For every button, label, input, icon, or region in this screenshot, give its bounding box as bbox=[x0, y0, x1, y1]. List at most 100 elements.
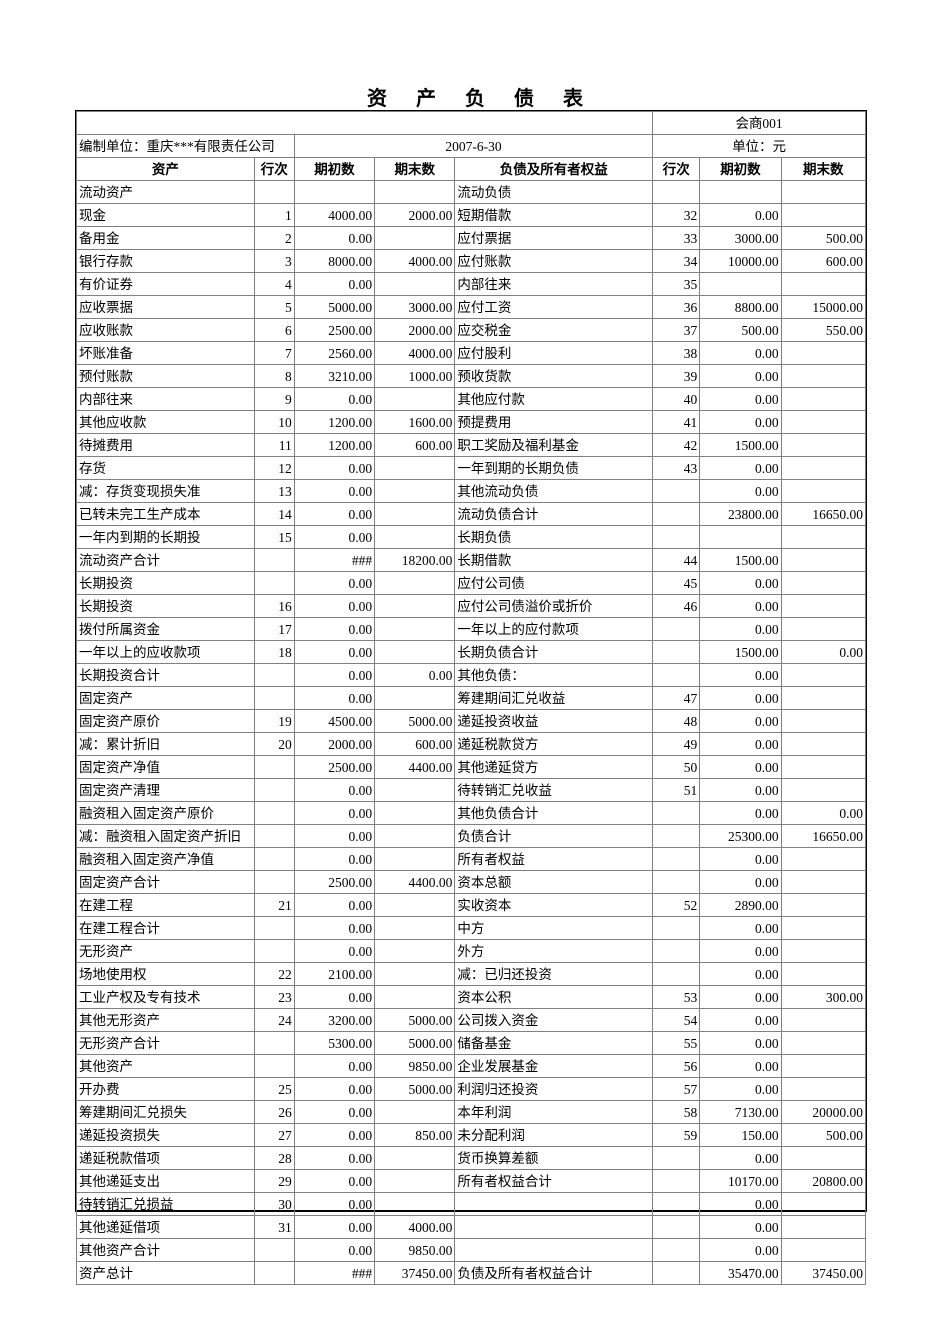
table-row: 拨付所属资金 17 0.00 一年以上的应付款项 0.00 bbox=[76, 617, 867, 641]
asset-begin-value: 8000.00 bbox=[293, 249, 376, 273]
asset-row-number bbox=[253, 939, 295, 963]
asset-row-number bbox=[253, 1031, 295, 1055]
liability-row-number: 44 bbox=[652, 548, 701, 572]
asset-end-value bbox=[374, 640, 456, 664]
table-row: 无形资产 0.00 外方 0.00 bbox=[76, 939, 867, 963]
asset-item-name: 拨付所属资金 bbox=[76, 617, 255, 641]
liability-row-number: 46 bbox=[652, 594, 701, 618]
asset-begin-value: 0.00 bbox=[293, 847, 376, 871]
table-row: 预付账款 8 3210.00 1000.00 预收货款 39 0.00 bbox=[76, 364, 867, 388]
asset-begin-value: 5300.00 bbox=[293, 1031, 376, 1055]
liability-begin-value: 0.00 bbox=[699, 985, 782, 1009]
liability-begin-value: 0.00 bbox=[699, 962, 782, 986]
asset-item-name: 在建工程合计 bbox=[76, 916, 255, 940]
liability-begin-value: 7130.00 bbox=[699, 1100, 782, 1124]
liability-end-value bbox=[780, 778, 867, 802]
asset-row-number: 23 bbox=[253, 985, 295, 1009]
asset-row-number: 22 bbox=[253, 962, 295, 986]
liability-end-value bbox=[780, 870, 867, 894]
liability-begin-value: 0.00 bbox=[699, 1031, 782, 1055]
asset-end-value: 4400.00 bbox=[374, 755, 456, 779]
liability-row-number bbox=[652, 939, 701, 963]
liability-end-value bbox=[780, 1031, 867, 1055]
liability-row-number bbox=[652, 525, 701, 549]
liability-begin-value: 0.00 bbox=[699, 801, 782, 825]
liability-row-number bbox=[652, 479, 701, 503]
asset-row-number: 28 bbox=[253, 1146, 295, 1170]
liability-row-number bbox=[652, 962, 701, 986]
liability-begin-value: 0.00 bbox=[699, 1054, 782, 1078]
asset-end-value: 4000.00 bbox=[374, 1215, 456, 1239]
asset-item-name: 其他应收款 bbox=[76, 410, 255, 434]
asset-item-name: 融资租入固定资产净值 bbox=[76, 847, 255, 871]
liability-begin-value: 0.00 bbox=[699, 1146, 782, 1170]
table-row: 坏账准备 7 2560.00 4000.00 应付股利 38 0.00 bbox=[76, 341, 867, 365]
table-row: 存货 12 0.00 一年到期的长期负债 43 0.00 bbox=[76, 456, 867, 480]
liability-end-value: 16650.00 bbox=[780, 824, 867, 848]
asset-item-name: 其他递延支出 bbox=[76, 1169, 255, 1193]
table-row: 流动资产 流动负债 bbox=[76, 180, 867, 204]
header-asset-rowno: 行次 bbox=[253, 157, 295, 181]
asset-row-number: 9 bbox=[253, 387, 295, 411]
asset-end-value bbox=[374, 617, 456, 641]
liability-end-value bbox=[780, 433, 867, 457]
table-row: 其他递延支出 29 0.00 所有者权益合计 10170.00 20800.00 bbox=[76, 1169, 867, 1193]
liability-begin-value: 0.00 bbox=[699, 1192, 782, 1216]
liability-begin-value: 0.00 bbox=[699, 663, 782, 687]
liability-end-value: 20000.00 bbox=[780, 1100, 867, 1124]
liability-item-name: 筹建期间汇兑收益 bbox=[454, 686, 654, 710]
liability-begin-value: 0.00 bbox=[699, 617, 782, 641]
liability-row-number: 36 bbox=[652, 295, 701, 319]
asset-begin-value: 5000.00 bbox=[293, 295, 376, 319]
asset-begin-value: 2500.00 bbox=[293, 755, 376, 779]
table-row: 资产总计 ### 37450.00 负债及所有者权益合计 35470.00 37450.0… bbox=[76, 1261, 867, 1285]
liability-end-value bbox=[780, 387, 867, 411]
liability-end-value bbox=[780, 525, 867, 549]
liability-end-value bbox=[780, 594, 867, 618]
table-row: 工业产权及专有技术 23 0.00 资本公积 53 0.00 300.00 bbox=[76, 985, 867, 1009]
liability-row-number bbox=[652, 640, 701, 664]
asset-end-value bbox=[374, 847, 456, 871]
liability-row-number: 48 bbox=[652, 709, 701, 733]
asset-end-value: 5000.00 bbox=[374, 1031, 456, 1055]
asset-row-number bbox=[253, 1238, 295, 1262]
asset-begin-value: 0.00 bbox=[293, 824, 376, 848]
column-header-row: 资产 行次 期初数 期末数 负债及所有者权益 行次 期初数 期末数 bbox=[76, 157, 867, 181]
asset-item-name: 坏账准备 bbox=[76, 341, 255, 365]
asset-end-value: 2000.00 bbox=[374, 203, 456, 227]
table-row: 已转未完工生产成本 14 0.00 流动负债合计 23800.00 16650.00 bbox=[76, 502, 867, 526]
asset-item-name: 其他无形资产 bbox=[76, 1008, 255, 1032]
asset-end-value: 5000.00 bbox=[374, 1008, 456, 1032]
asset-begin-value: 2500.00 bbox=[293, 870, 376, 894]
liability-item-name: 待转销汇兑收益 bbox=[454, 778, 654, 802]
asset-row-number: 10 bbox=[253, 410, 295, 434]
liability-item-name: 递延税款贷方 bbox=[454, 732, 654, 756]
asset-begin-value: 4000.00 bbox=[293, 203, 376, 227]
asset-end-value bbox=[374, 686, 456, 710]
asset-begin-value: 0.00 bbox=[293, 226, 376, 250]
asset-item-name: 场地使用权 bbox=[76, 962, 255, 986]
liability-end-value bbox=[780, 341, 867, 365]
asset-row-number bbox=[253, 916, 295, 940]
balance-sheet-table-wrap: 会商001 编制单位：重庆***有限责任公司 2007-6-30 单位：元 资产… bbox=[75, 111, 867, 1285]
liability-end-value bbox=[780, 893, 867, 917]
asset-end-value: 0.00 bbox=[374, 663, 456, 687]
table-row: 其他资产合计 0.00 9850.00 0.00 bbox=[76, 1238, 867, 1262]
liability-row-number: 38 bbox=[652, 341, 701, 365]
liability-end-value bbox=[780, 1077, 867, 1101]
liability-item-name: 应付股利 bbox=[454, 341, 654, 365]
liability-begin-value: 0.00 bbox=[699, 1077, 782, 1101]
liability-begin-value: 25300.00 bbox=[699, 824, 782, 848]
liability-item-name: 递延投资收益 bbox=[454, 709, 654, 733]
asset-begin-value: 0.00 bbox=[293, 801, 376, 825]
liability-row-number: 58 bbox=[652, 1100, 701, 1124]
info-row-unit-period: 编制单位：重庆***有限责任公司 2007-6-30 单位：元 bbox=[76, 134, 866, 158]
liability-row-number: 45 bbox=[652, 571, 701, 595]
liability-row-number bbox=[652, 847, 701, 871]
asset-end-value: 2000.00 bbox=[374, 318, 456, 342]
asset-end-value bbox=[374, 502, 456, 526]
liability-item-name: 中方 bbox=[454, 916, 654, 940]
liability-row-number: 43 bbox=[652, 456, 701, 480]
liability-begin-value: 0.00 bbox=[699, 456, 782, 480]
asset-begin-value: 0.00 bbox=[293, 1192, 376, 1216]
